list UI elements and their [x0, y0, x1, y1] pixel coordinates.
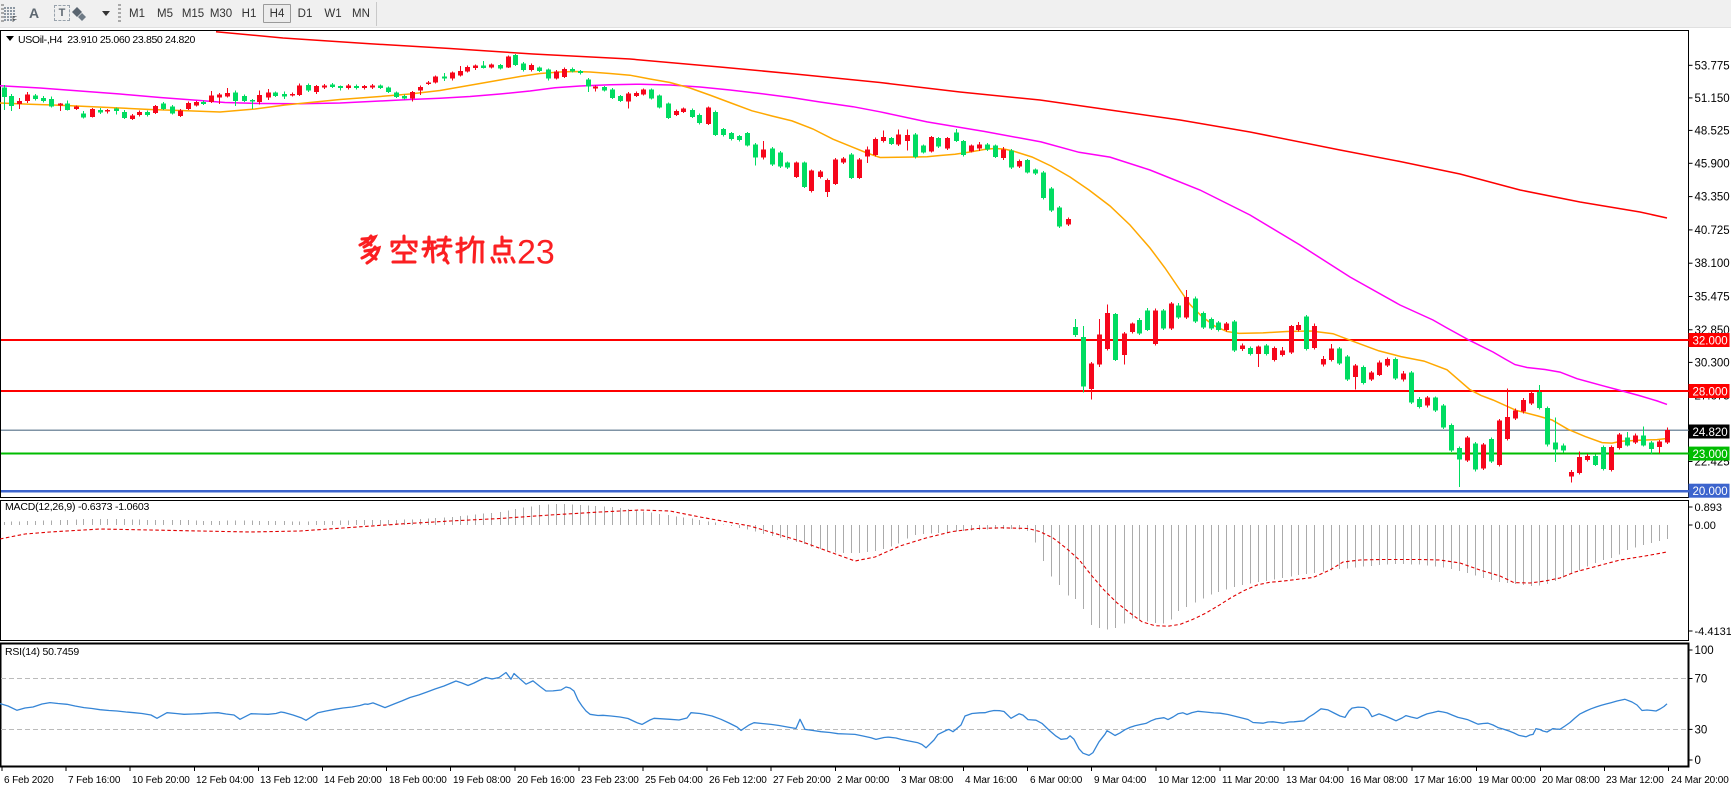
svg-text:27 Feb 20:00: 27 Feb 20:00 [773, 775, 831, 786]
svg-text:48.525: 48.525 [1695, 125, 1730, 137]
svg-text:9 Mar 04:00: 9 Mar 04:00 [1094, 775, 1147, 786]
svg-text:24.820: 24.820 [1693, 427, 1728, 439]
svg-text:-4.4131: -4.4131 [1695, 626, 1731, 638]
svg-text:28.000: 28.000 [1693, 387, 1728, 399]
svg-text:16 Mar 08:00: 16 Mar 08:00 [1350, 775, 1408, 786]
svg-text:20.000: 20.000 [1693, 486, 1728, 498]
svg-text:40.725: 40.725 [1695, 225, 1730, 237]
svg-text:0.893: 0.893 [1695, 502, 1723, 514]
svg-text:10 Feb 20:00: 10 Feb 20:00 [132, 775, 190, 786]
svg-text:35.475: 35.475 [1695, 292, 1730, 304]
svg-text:4 Mar 16:00: 4 Mar 16:00 [965, 775, 1018, 786]
svg-text:13 Feb 12:00: 13 Feb 12:00 [260, 775, 318, 786]
svg-text:23 Feb 23:00: 23 Feb 23:00 [581, 775, 639, 786]
svg-text:24 Mar 20:00: 24 Mar 20:00 [1671, 775, 1729, 786]
svg-text:30.300: 30.300 [1695, 357, 1730, 369]
svg-text:38.100: 38.100 [1695, 258, 1730, 270]
svg-text:23 Mar 12:00: 23 Mar 12:00 [1606, 775, 1664, 786]
svg-text:F: F [12, 15, 17, 23]
svg-text:45.900: 45.900 [1695, 158, 1730, 170]
svg-text:11 Mar 20:00: 11 Mar 20:00 [1222, 775, 1280, 786]
svg-text:6 Feb 2020: 6 Feb 2020 [4, 775, 54, 786]
svg-text:20 Feb 16:00: 20 Feb 16:00 [517, 775, 575, 786]
svg-text:18 Feb 00:00: 18 Feb 00:00 [389, 775, 447, 786]
svg-text:30: 30 [1695, 724, 1708, 736]
svg-text:6 Mar 00:00: 6 Mar 00:00 [1030, 775, 1083, 786]
svg-text:10 Mar 12:00: 10 Mar 12:00 [1158, 775, 1216, 786]
svg-text:19 Mar 00:00: 19 Mar 00:00 [1478, 775, 1536, 786]
svg-text:7 Feb 16:00: 7 Feb 16:00 [68, 775, 121, 786]
svg-text:13 Mar 04:00: 13 Mar 04:00 [1286, 775, 1344, 786]
svg-text:12 Feb 04:00: 12 Feb 04:00 [196, 775, 254, 786]
svg-text:51.150: 51.150 [1695, 93, 1730, 105]
svg-text:20 Mar 08:00: 20 Mar 08:00 [1542, 775, 1600, 786]
svg-text:14 Feb 20:00: 14 Feb 20:00 [324, 775, 382, 786]
svg-text:32.000: 32.000 [1693, 336, 1728, 348]
svg-text:RSI(14) 50.7459: RSI(14) 50.7459 [5, 646, 79, 658]
svg-text:23: 23 [517, 234, 555, 272]
svg-text:23.000: 23.000 [1693, 449, 1728, 461]
svg-text:17 Mar 16:00: 17 Mar 16:00 [1414, 775, 1472, 786]
svg-text:25 Feb 04:00: 25 Feb 04:00 [645, 775, 703, 786]
svg-text:19 Feb 08:00: 19 Feb 08:00 [453, 775, 511, 786]
svg-text:43.350: 43.350 [1695, 192, 1730, 204]
svg-text:MACD(12,26,9) -0.6373 -1.0603: MACD(12,26,9) -0.6373 -1.0603 [5, 501, 150, 513]
svg-text:USOil-,H4 23.910 25.060 23.85: USOil-,H4 23.910 25.060 23.850 24.820 [18, 34, 196, 46]
svg-text:100: 100 [1695, 645, 1714, 657]
svg-text:70: 70 [1695, 674, 1708, 686]
svg-text:3 Mar 08:00: 3 Mar 08:00 [901, 775, 954, 786]
svg-text:53.775: 53.775 [1695, 60, 1730, 72]
svg-text:2 Mar 00:00: 2 Mar 00:00 [837, 775, 890, 786]
svg-text:0.00: 0.00 [1695, 520, 1716, 532]
svg-text:26 Feb 12:00: 26 Feb 12:00 [709, 775, 767, 786]
svg-text:0: 0 [1695, 755, 1701, 767]
